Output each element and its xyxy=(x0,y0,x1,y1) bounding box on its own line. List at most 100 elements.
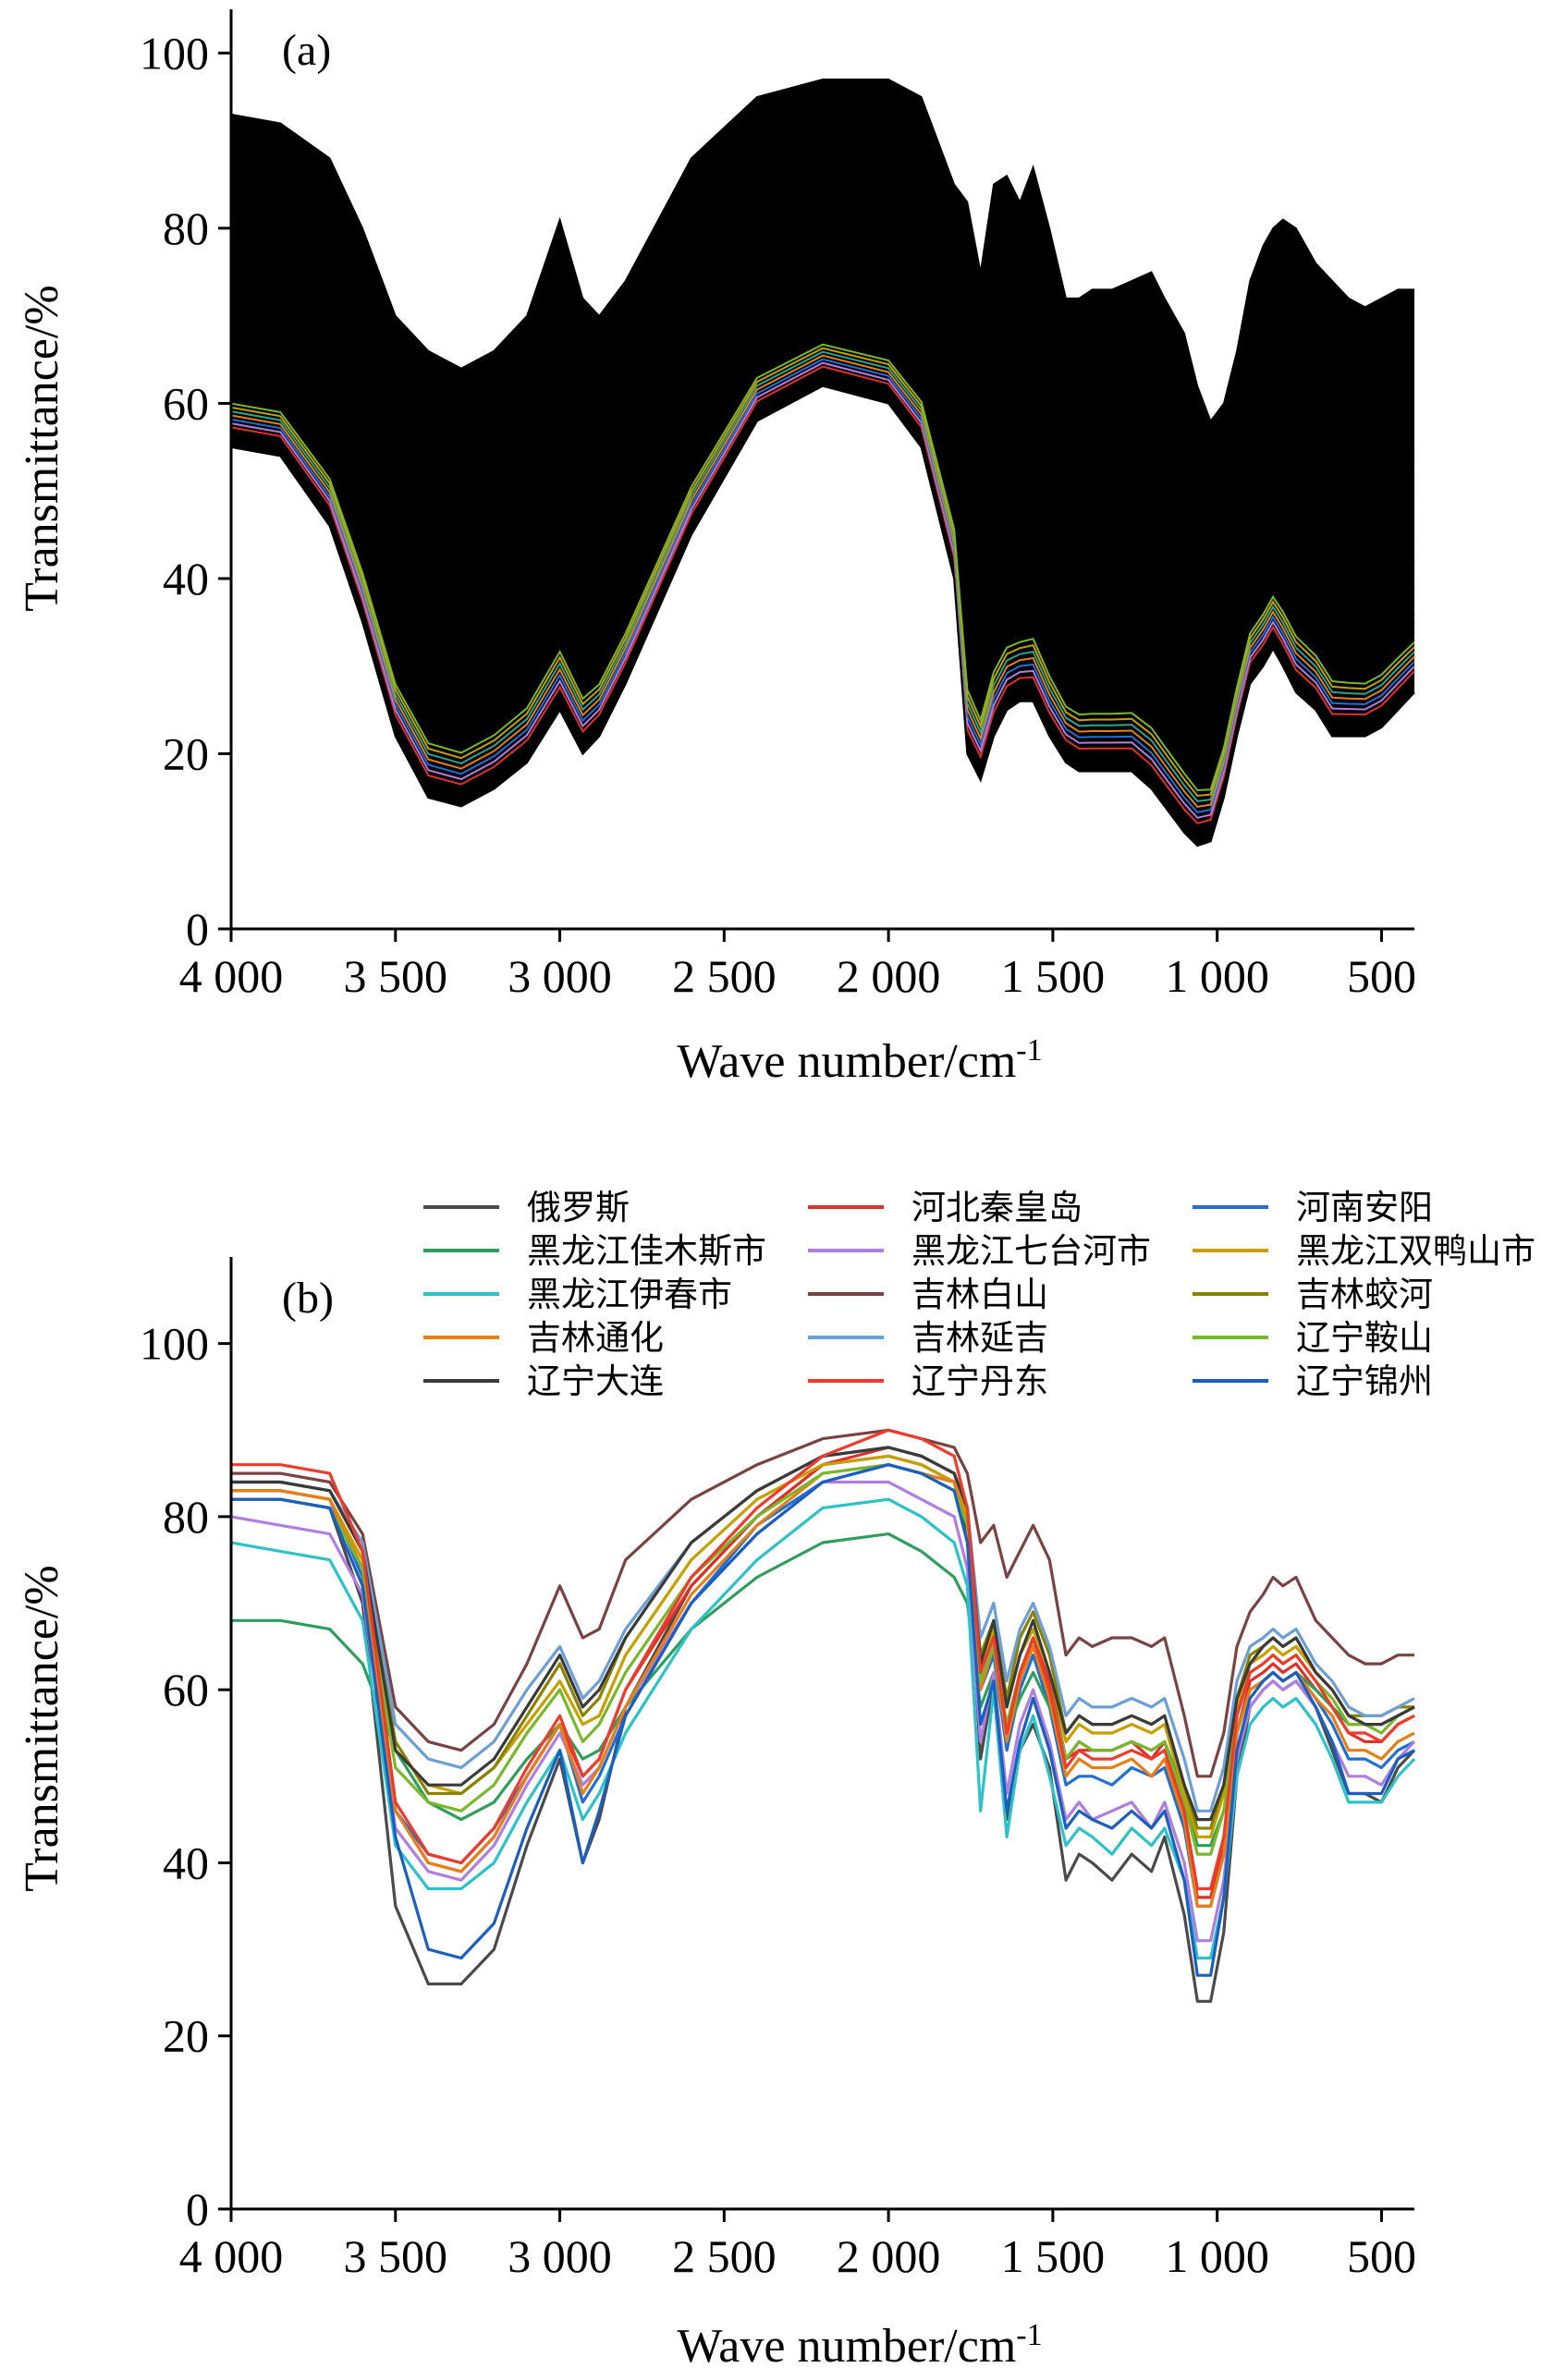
highlighted-spectrum-line xyxy=(230,347,1415,798)
highlighted-spectrum-line xyxy=(230,365,1415,824)
panel-b-x-axis-label-superscript: -1 xyxy=(1016,2318,1042,2352)
spectrum-line xyxy=(230,331,1415,770)
x-tick-label: 1 500 xyxy=(1001,950,1106,1002)
y-tick-label: 80 xyxy=(163,202,209,254)
spectrum-line xyxy=(230,171,1415,551)
spectrum-line xyxy=(230,225,1415,624)
spectrum-line xyxy=(230,85,1415,432)
panel-a-x-axis-label-superscript: -1 xyxy=(1016,1033,1042,1068)
series-line xyxy=(231,1428,1414,1778)
x-tick-label: 4 000 xyxy=(179,950,284,1002)
panel-b-x-axis-label: Wave number/cm-1 xyxy=(677,2318,1042,2373)
legend-item: 黑龙江伊春市 xyxy=(423,1275,732,1314)
x-tick-label: 2 000 xyxy=(837,2230,941,2282)
spectrum-line xyxy=(230,79,1414,423)
y-tick-label: 100 xyxy=(140,1318,209,1370)
outlier-spectrum-line xyxy=(230,384,1415,848)
spectrum-line xyxy=(230,125,1415,487)
panel-b-y-ticks: 0 20 40 60 80 100 xyxy=(140,1318,231,2235)
panel-a-x-axis-label-text: Wave number/cm xyxy=(677,1035,1016,1088)
spectrum-line xyxy=(230,185,1415,569)
spectrum-line xyxy=(230,231,1415,633)
spectrum-line xyxy=(230,298,1415,724)
x-tick-label: 2 000 xyxy=(837,950,941,1002)
spectrum-line xyxy=(230,191,1415,579)
series-line xyxy=(231,1428,1415,1891)
legend-item: 黑龙江七台河市 xyxy=(808,1231,1151,1271)
y-tick-label: 100 xyxy=(140,27,209,79)
legend-label: 黑龙江佳木斯市 xyxy=(527,1231,766,1271)
spectrum-line xyxy=(230,198,1415,588)
highlighted-spectrum-line xyxy=(230,350,1415,802)
legend-item: 吉林通化 xyxy=(423,1318,664,1358)
panel-b-legend: 俄罗斯 河北秦皇岛 河南安阳黑龙江佳木斯市 黑龙江七台河市 黑龙江双鸭山市黑龙江伊春市吉… xyxy=(423,1188,1535,1401)
y-tick-label: 40 xyxy=(163,553,209,604)
spectrum-line xyxy=(230,131,1415,496)
y-tick-label: 40 xyxy=(163,1837,209,1888)
spectrum-line xyxy=(230,212,1415,605)
legend-label: 俄罗斯 xyxy=(527,1188,630,1227)
spectrum-line xyxy=(230,145,1415,515)
y-tick-label: 60 xyxy=(163,377,209,429)
series-line xyxy=(230,1497,1416,1960)
spectrum-line xyxy=(230,165,1415,542)
panel-a-spectra-lines xyxy=(230,79,1415,848)
panel-a-x-ticks: 4 000 3 500 3 000 2 500 2 000 1 500 1 000 500 xyxy=(179,929,1416,1002)
series-line xyxy=(231,1463,1415,1856)
spectrum-line xyxy=(230,264,1415,678)
series-line xyxy=(231,1446,1415,1812)
legend-item: 俄罗斯 xyxy=(423,1188,630,1227)
spectrum-line xyxy=(230,112,1415,469)
x-tick-label: 1 000 xyxy=(1165,2230,1269,2282)
spectrum-line xyxy=(230,158,1415,532)
panel-a-spectra-chart: (a) 0 20 40 60 80 100 4 000 3 500 3 000 2 500 2 0… xyxy=(16,9,1416,1088)
highlighted-spectrum-line xyxy=(230,343,1415,792)
legend-label: 吉林延吉 xyxy=(911,1318,1048,1358)
legend-label: 辽宁鞍山 xyxy=(1296,1318,1433,1358)
x-tick-label: 1 500 xyxy=(1001,2230,1106,2282)
x-tick-label: 3 000 xyxy=(508,2230,612,2282)
spectrum-line xyxy=(230,258,1415,669)
spectrum-line xyxy=(230,245,1415,652)
legend-label: 黑龙江伊春市 xyxy=(527,1275,732,1314)
x-tick-label: 4 000 xyxy=(179,2230,284,2282)
spectrum-line xyxy=(230,324,1415,761)
x-tick-label: 3 000 xyxy=(508,950,612,1002)
panel-b-label: (b) xyxy=(282,1274,334,1323)
panel-b-y-axis-label: Transmittance/% xyxy=(16,1565,68,1891)
legend-label: 吉林通化 xyxy=(527,1318,664,1358)
spectrum-line xyxy=(230,204,1415,596)
panel-b-series-lines xyxy=(230,1428,1416,2003)
highlighted-spectrum-line xyxy=(230,358,1415,813)
y-tick-label: 20 xyxy=(163,727,209,779)
legend-label: 辽宁大连 xyxy=(527,1361,664,1401)
y-tick-label: 0 xyxy=(186,903,209,955)
y-tick-label: 80 xyxy=(163,1491,209,1543)
legend-label: 吉林蛟河 xyxy=(1296,1275,1433,1314)
x-tick-label: 500 xyxy=(1347,950,1416,1002)
legend-item: 辽宁鞍山 xyxy=(1193,1318,1433,1358)
spectrum-line xyxy=(230,278,1415,697)
spectrum-line xyxy=(230,251,1415,660)
x-tick-label: 3 500 xyxy=(344,950,448,1002)
legend-label: 辽宁锦州 xyxy=(1296,1361,1433,1401)
x-tick-label: 2 500 xyxy=(672,2230,777,2282)
x-tick-label: 500 xyxy=(1347,2230,1416,2282)
y-tick-label: 20 xyxy=(163,2010,209,2062)
legend-label: 辽宁丹东 xyxy=(911,1361,1048,1401)
legend-label: 河南安阳 xyxy=(1296,1188,1433,1227)
legend-label: 河北秦皇岛 xyxy=(911,1188,1083,1227)
spectrum-line xyxy=(230,104,1415,459)
spectrum-line xyxy=(230,98,1415,450)
series-line xyxy=(230,1480,1416,1943)
x-tick-label: 1 000 xyxy=(1165,950,1269,1002)
y-tick-label: 0 xyxy=(186,2183,209,2235)
spectrum-line xyxy=(230,178,1415,560)
panel-a-x-axis-label: Wave number/cm-1 xyxy=(677,1033,1042,1088)
spectrum-line xyxy=(230,92,1415,441)
x-tick-label: 2 500 xyxy=(672,950,777,1002)
spectrum-line xyxy=(230,305,1415,733)
x-tick-label: 3 500 xyxy=(344,2230,448,2282)
legend-item: 吉林白山 xyxy=(808,1275,1048,1314)
